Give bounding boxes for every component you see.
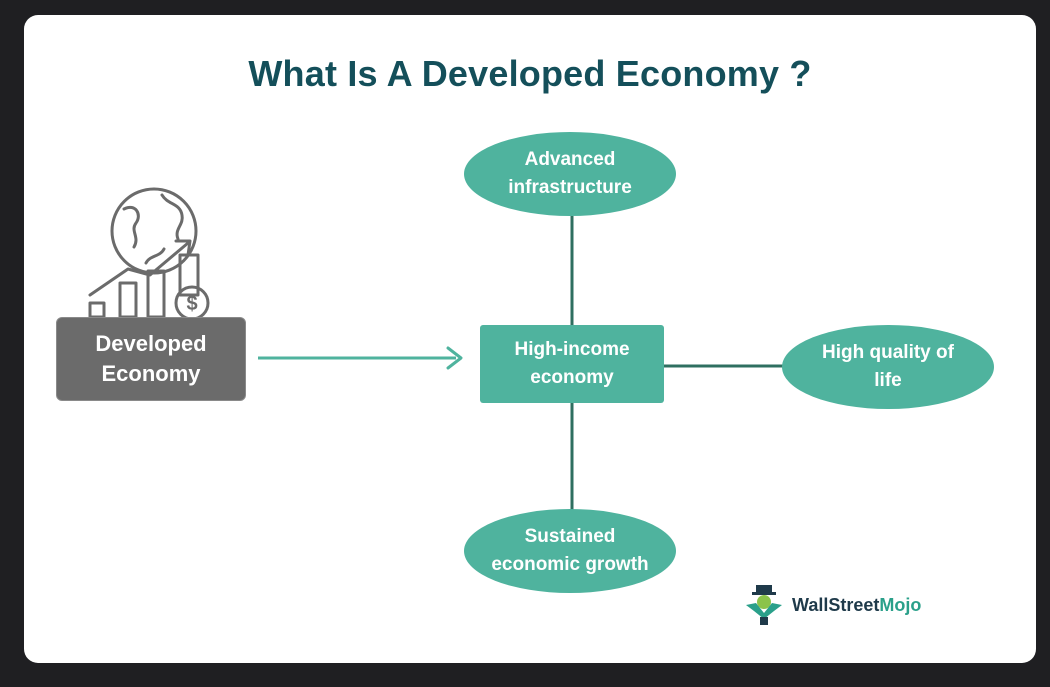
globe-growth-icon: $ bbox=[84, 185, 244, 325]
node-high-quality-of-life: High quality of life bbox=[782, 325, 994, 409]
developed-economy-line2: Economy bbox=[101, 361, 201, 386]
node-advanced-infrastructure: Advanced infrastructure bbox=[464, 132, 676, 216]
brand-name-part1: WallStreet bbox=[792, 594, 880, 615]
node-top-line2: infrastructure bbox=[508, 177, 632, 198]
brand-name: WallStreetMojo bbox=[792, 595, 921, 616]
node-bottom-line2: economic growth bbox=[491, 554, 649, 575]
wallstreetmojo-brand: WallStreetMojo bbox=[742, 583, 921, 627]
connector-lines bbox=[258, 216, 784, 511]
developed-economy-box: Developed Economy bbox=[56, 317, 246, 401]
high-income-economy-box: High-income economy bbox=[480, 325, 664, 403]
developed-economy-line1: Developed bbox=[95, 331, 207, 356]
node-sustained-economic-growth: Sustained economic growth bbox=[464, 509, 676, 593]
node-right-line1: High quality of bbox=[822, 342, 954, 363]
center-label-line2: economy bbox=[530, 367, 614, 388]
center-label-line1: High-income bbox=[514, 339, 630, 360]
diagram-card: What Is A Developed Economy ? $ bbox=[24, 15, 1036, 663]
arrow-right-icon bbox=[446, 346, 463, 370]
svg-text:$: $ bbox=[186, 293, 197, 315]
diagram-title: What Is A Developed Economy ? bbox=[248, 53, 812, 94]
wallstreetmojo-logo-icon bbox=[746, 585, 782, 625]
brand-name-part2: Mojo bbox=[879, 594, 922, 615]
node-bottom-line1: Sustained bbox=[524, 526, 616, 547]
node-right-line2: life bbox=[874, 370, 902, 391]
node-top-line1: Advanced bbox=[524, 149, 616, 170]
